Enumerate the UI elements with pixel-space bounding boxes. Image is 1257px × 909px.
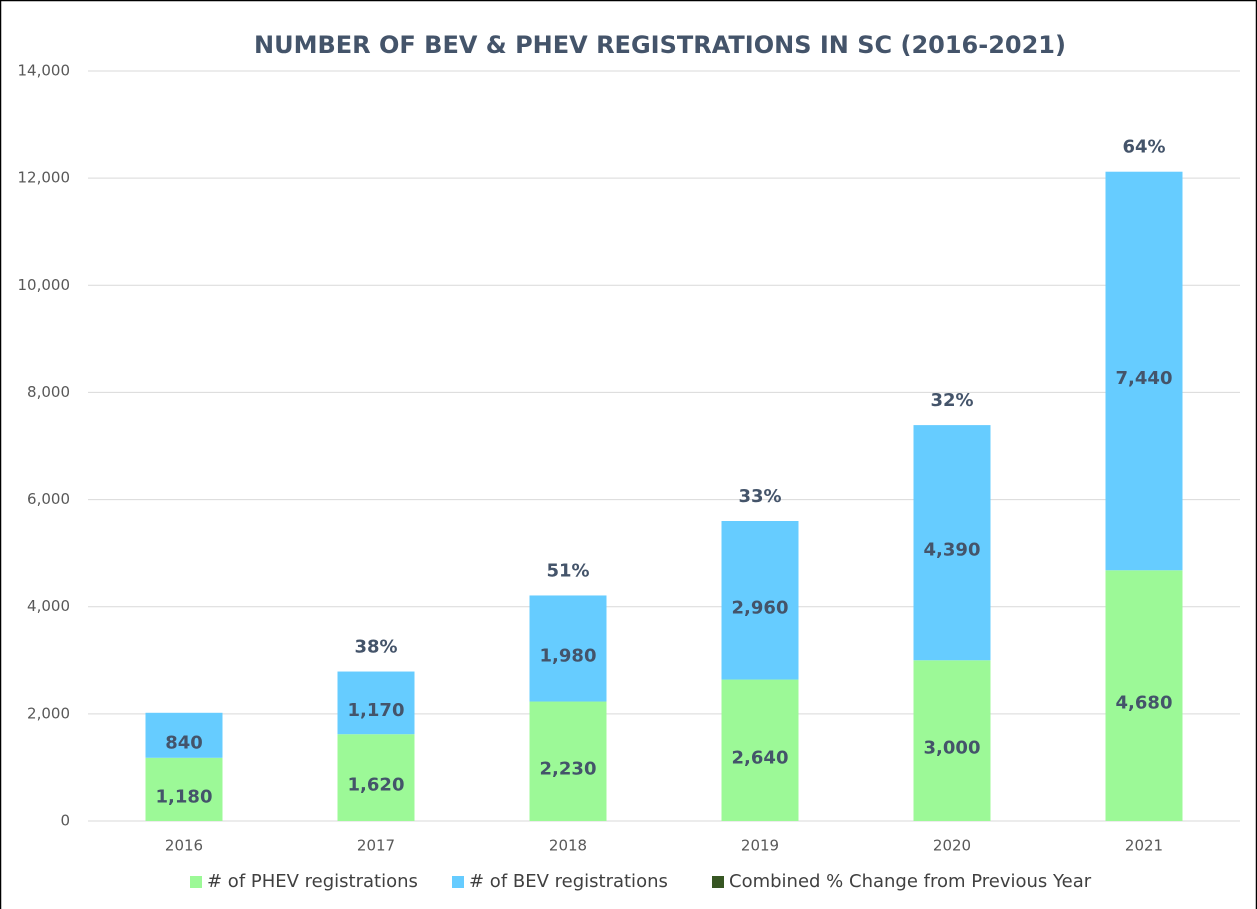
y-tick-label: 12,000 [18, 169, 71, 187]
bar-segment [1105, 570, 1183, 821]
y-tick-label: 6,000 [27, 490, 70, 508]
bar-segment [529, 595, 607, 702]
y-tick-label: 0 [60, 812, 70, 830]
y-tick-label: 2,000 [27, 704, 70, 722]
legend-swatch [712, 876, 724, 888]
y-tick-label: 4,000 [27, 597, 70, 615]
bar-segment [721, 521, 799, 680]
data-label: 3,000 [924, 738, 981, 759]
x-tick-label: 2016 [165, 837, 203, 855]
bar-segment [1105, 171, 1183, 571]
data-label: 1,620 [348, 775, 405, 796]
chart-title: NUMBER OF BEV & PHEV REGISTRATIONS IN SC… [254, 31, 1066, 59]
legend-swatch [452, 876, 464, 888]
data-label: 840 [165, 732, 203, 753]
legend-label: Combined % Change from Previous Year [729, 871, 1092, 892]
bar-segment [529, 701, 607, 821]
x-tick-label: 2020 [933, 837, 971, 855]
data-label: 1,980 [540, 646, 597, 667]
bar-segment [337, 734, 415, 821]
data-label: 1,180 [156, 786, 213, 807]
bar-segment [913, 425, 991, 661]
percent-label: 51% [546, 560, 589, 581]
data-label: 1,170 [348, 700, 405, 721]
y-tick-label: 14,000 [18, 62, 71, 80]
bar-segment [337, 671, 415, 735]
bar-segment [721, 679, 799, 821]
data-label: 4,390 [924, 540, 981, 561]
y-tick-label: 8,000 [27, 383, 70, 401]
bar-segment [145, 757, 223, 821]
data-label: 7,440 [1116, 368, 1173, 389]
legend-label: # of PHEV registrations [207, 871, 418, 892]
data-label: 2,960 [732, 597, 789, 618]
percent-label: 38% [354, 637, 397, 658]
data-label: 2,230 [540, 758, 597, 779]
data-label: 2,640 [732, 747, 789, 768]
bar-segment [913, 660, 991, 821]
percent-label: 32% [930, 390, 973, 411]
bar-segment [145, 712, 223, 758]
legend-swatch [190, 876, 202, 888]
x-tick-label: 2019 [741, 837, 779, 855]
legend-label: # of BEV registrations [469, 871, 668, 892]
x-tick-label: 2017 [357, 837, 395, 855]
x-tick-label: 2018 [549, 837, 587, 855]
percent-label: 64% [1122, 137, 1165, 158]
y-tick-label: 10,000 [18, 276, 71, 294]
percent-label: 33% [738, 486, 781, 507]
data-label: 4,680 [1116, 693, 1173, 714]
x-tick-label: 2021 [1125, 837, 1163, 855]
